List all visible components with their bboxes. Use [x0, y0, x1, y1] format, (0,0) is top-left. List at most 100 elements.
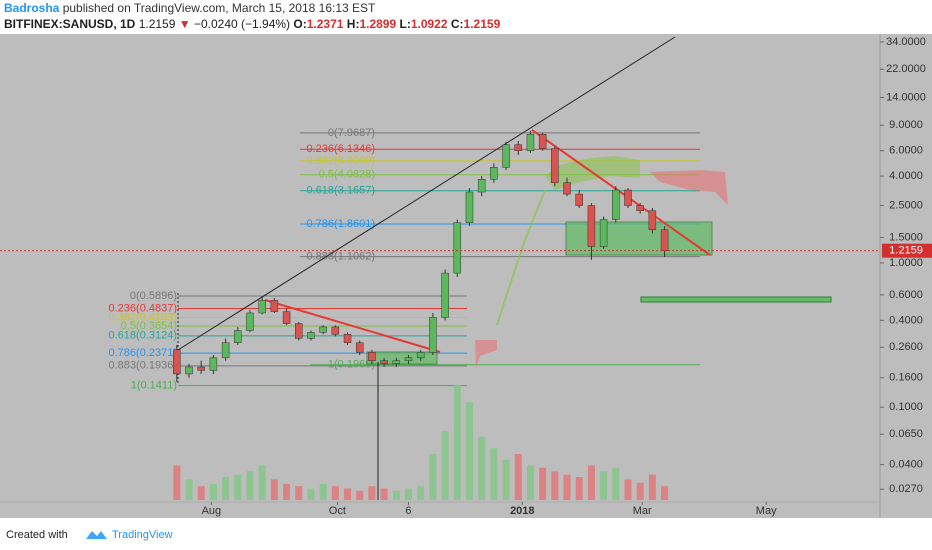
candle-body [551, 148, 559, 183]
candle-body [502, 144, 510, 168]
fib-label: 0.618(3.1657) [307, 185, 376, 197]
y-tick-label: 0.0650 [889, 428, 923, 440]
high: 1.2899 [359, 17, 396, 31]
candle-body [612, 189, 620, 220]
fib-label: 1(0.1411) [131, 380, 177, 392]
candle-body [490, 167, 498, 180]
fib-label: 0.786(1.8601) [307, 218, 376, 230]
cloud [475, 340, 497, 368]
candle-body [648, 210, 657, 230]
volume-bar [404, 488, 412, 500]
zone [640, 296, 832, 303]
volume-bar [185, 479, 193, 500]
change: −0.0240 (−1.94%) [194, 17, 290, 31]
volume-bar [490, 448, 498, 500]
volume-bar [258, 465, 266, 500]
x-tick-label: Mar [633, 505, 652, 517]
volume-bar [453, 385, 461, 500]
volume-bar [661, 486, 669, 500]
candle-body [453, 222, 462, 274]
x-tick-label: Oct [329, 505, 346, 517]
open: 1.2371 [307, 17, 344, 31]
volume-bar [307, 488, 315, 500]
volume-bar [636, 482, 644, 500]
fib-label: 0.5(4.0828) [319, 169, 375, 181]
candle-body [538, 133, 547, 149]
trend-line [531, 129, 711, 256]
candle-body [465, 191, 474, 223]
candle-body [234, 330, 242, 343]
candle-body [221, 342, 230, 359]
volume-bar [429, 454, 437, 500]
candle-body [209, 357, 218, 371]
y-tick-label: 1.0000 [889, 257, 923, 269]
fib-label: 0.236(0.4837) [109, 302, 178, 314]
y-tick-label: 0.1600 [889, 372, 923, 384]
last-price-label: 1.2159 [889, 245, 923, 257]
volume-bar [526, 465, 534, 500]
candle-body [282, 311, 291, 324]
volume-bar [344, 488, 352, 500]
y-tick-label: 6.0000 [889, 145, 923, 157]
candle-body [477, 179, 486, 193]
footer-created: Created with [6, 529, 68, 541]
volume-bar [246, 471, 254, 500]
candle-body [197, 366, 205, 371]
fib-label: 0.382(5.0999) [307, 155, 376, 167]
y-tick-label: 22.0000 [886, 63, 926, 75]
candle-body [575, 193, 583, 206]
symbol-line: BITFINEX:SANUSD, 1D 1.2159 ▼ −0.0240 (−1… [4, 17, 501, 31]
footer-brand[interactable]: TradingView [112, 529, 173, 541]
price: 1.2159 [139, 17, 176, 31]
author[interactable]: Badrosha [4, 1, 60, 15]
candle-body [355, 342, 364, 353]
volume-bar [209, 483, 217, 500]
y-tick-label: 0.1000 [889, 401, 923, 413]
volume-bar [283, 483, 291, 500]
candle-body [636, 205, 644, 211]
volume-bar [514, 454, 522, 500]
volume-bar [551, 471, 559, 500]
low: 1.0922 [411, 17, 448, 31]
candle-body [404, 357, 413, 361]
arrow: ▼ [179, 17, 191, 31]
candle-body [173, 349, 181, 375]
fib-label: 0.382(0.4183) [109, 311, 178, 323]
candle-body [368, 352, 376, 361]
header-line: Badrosha published on TradingView.com, M… [4, 1, 376, 15]
candle-body [295, 323, 303, 339]
candle-body [416, 352, 425, 359]
fib-label: 0.883(1.1062) [307, 251, 376, 263]
candle-body [429, 317, 437, 353]
candle-body [307, 332, 315, 339]
volume-bar [295, 486, 303, 500]
volume-bar [612, 467, 620, 500]
candle-body [258, 300, 266, 314]
volume-bar [197, 486, 205, 500]
candle-body [660, 229, 669, 251]
y-tick-label: 2.5000 [889, 199, 923, 211]
fib-label: 0.618(0.3124) [109, 330, 178, 342]
low-label: L: [400, 17, 411, 31]
y-tick-label: 0.0400 [889, 459, 923, 471]
candle-body [270, 300, 279, 312]
logo[interactable] [86, 531, 107, 539]
candle-body [246, 312, 254, 331]
volume-bar [417, 486, 425, 500]
candle-body [599, 219, 608, 247]
trend-line [264, 299, 441, 353]
volume-bar [600, 471, 608, 500]
close-label: C: [451, 17, 464, 31]
open-label: O: [293, 17, 306, 31]
footer [0, 518, 932, 550]
volume-bar [270, 479, 278, 500]
candle-body [563, 182, 571, 195]
fib-label: 0.236(6.1346) [307, 143, 376, 155]
fib-label: 1(0.1969) [328, 359, 375, 371]
volume-bar [368, 486, 376, 500]
fib-label: 0.883(0.1936) [109, 360, 178, 372]
drawings [177, 36, 832, 500]
volume-bar [539, 467, 547, 500]
y-tick-label: 34.0000 [886, 36, 926, 48]
candle-body [514, 144, 522, 151]
